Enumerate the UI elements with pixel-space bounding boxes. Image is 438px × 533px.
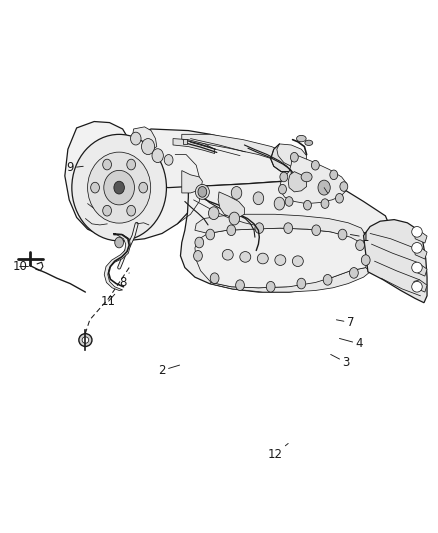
Circle shape — [312, 225, 321, 236]
Ellipse shape — [104, 171, 134, 205]
Circle shape — [141, 139, 155, 155]
Circle shape — [330, 170, 338, 180]
Circle shape — [290, 152, 298, 162]
Circle shape — [255, 223, 264, 233]
Circle shape — [114, 181, 124, 194]
Text: 4: 4 — [339, 337, 363, 350]
Circle shape — [311, 160, 319, 170]
Circle shape — [102, 205, 111, 216]
Circle shape — [164, 155, 173, 165]
Polygon shape — [209, 268, 370, 292]
Polygon shape — [414, 247, 427, 259]
Circle shape — [280, 172, 288, 182]
Ellipse shape — [223, 249, 233, 260]
Circle shape — [356, 240, 364, 251]
Circle shape — [284, 223, 293, 233]
Circle shape — [206, 229, 215, 240]
Ellipse shape — [82, 337, 88, 343]
Circle shape — [266, 281, 275, 292]
Polygon shape — [364, 220, 427, 303]
Polygon shape — [182, 171, 202, 193]
Text: 3: 3 — [331, 354, 350, 369]
Circle shape — [91, 182, 99, 193]
Circle shape — [340, 182, 348, 191]
Circle shape — [231, 187, 242, 199]
Polygon shape — [182, 134, 304, 168]
Circle shape — [152, 149, 163, 163]
Polygon shape — [271, 144, 294, 172]
Text: 12: 12 — [268, 443, 288, 461]
Ellipse shape — [72, 134, 166, 241]
Polygon shape — [104, 233, 131, 290]
Polygon shape — [414, 280, 427, 292]
Polygon shape — [218, 192, 244, 217]
Circle shape — [208, 207, 219, 220]
Circle shape — [236, 280, 244, 290]
Polygon shape — [65, 122, 193, 241]
Text: 2: 2 — [158, 364, 180, 377]
Ellipse shape — [297, 135, 306, 142]
Circle shape — [285, 197, 293, 206]
Circle shape — [297, 278, 306, 289]
Ellipse shape — [88, 152, 151, 223]
Polygon shape — [195, 214, 366, 244]
Polygon shape — [280, 154, 347, 204]
Polygon shape — [277, 144, 307, 166]
Circle shape — [321, 199, 329, 208]
Circle shape — [253, 192, 264, 205]
Circle shape — [115, 237, 124, 248]
Text: 11: 11 — [101, 294, 116, 308]
Polygon shape — [183, 139, 187, 144]
Polygon shape — [288, 164, 316, 196]
Polygon shape — [180, 166, 392, 292]
Circle shape — [304, 200, 311, 210]
Polygon shape — [145, 129, 304, 188]
Ellipse shape — [412, 281, 422, 292]
Circle shape — [229, 212, 240, 225]
Ellipse shape — [305, 140, 313, 146]
Text: 10: 10 — [12, 260, 28, 273]
Circle shape — [139, 182, 148, 193]
Circle shape — [279, 184, 286, 194]
Ellipse shape — [412, 243, 422, 253]
Ellipse shape — [293, 256, 304, 266]
Ellipse shape — [301, 172, 312, 182]
Circle shape — [131, 132, 141, 145]
Polygon shape — [173, 139, 215, 154]
Polygon shape — [414, 231, 427, 243]
Circle shape — [127, 159, 136, 170]
Ellipse shape — [79, 334, 92, 346]
Circle shape — [227, 225, 236, 236]
Circle shape — [198, 187, 207, 197]
Circle shape — [336, 193, 343, 203]
Circle shape — [195, 237, 204, 248]
Ellipse shape — [240, 252, 251, 262]
Circle shape — [318, 180, 330, 195]
Text: 9: 9 — [66, 161, 83, 174]
Text: 7: 7 — [336, 316, 354, 329]
Circle shape — [361, 255, 370, 265]
Circle shape — [194, 251, 202, 261]
Circle shape — [127, 205, 135, 216]
Ellipse shape — [275, 255, 286, 265]
Polygon shape — [414, 264, 427, 276]
Polygon shape — [195, 228, 368, 288]
Circle shape — [323, 274, 332, 285]
Circle shape — [210, 273, 219, 284]
Polygon shape — [288, 172, 307, 192]
Ellipse shape — [412, 227, 422, 237]
Ellipse shape — [412, 262, 422, 273]
Text: 1: 1 — [350, 231, 370, 244]
Circle shape — [338, 229, 347, 240]
Circle shape — [274, 197, 285, 210]
Circle shape — [350, 268, 358, 278]
Ellipse shape — [195, 184, 209, 199]
Polygon shape — [131, 127, 157, 152]
Text: 8: 8 — [119, 273, 129, 289]
Ellipse shape — [257, 253, 268, 264]
Circle shape — [102, 159, 111, 170]
